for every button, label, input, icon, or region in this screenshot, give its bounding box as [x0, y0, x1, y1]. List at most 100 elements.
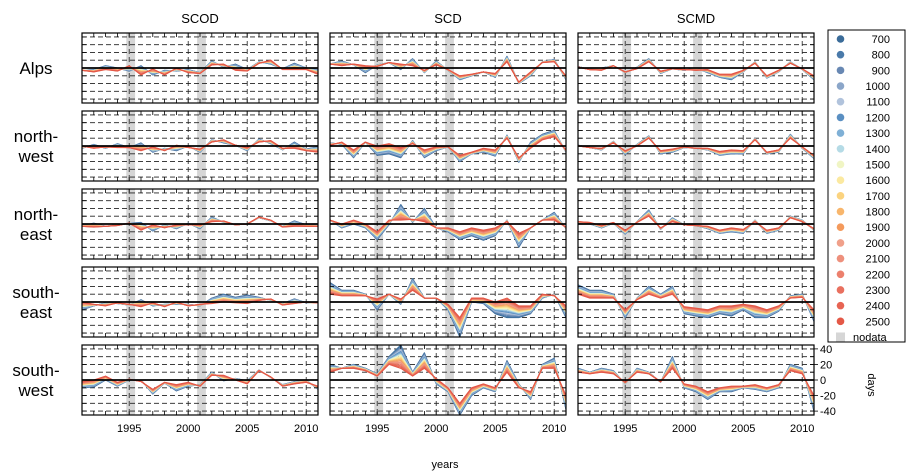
legend-label: 1000 [866, 81, 890, 93]
panel-frame [577, 32, 815, 104]
panel-scod-north-west [81, 110, 319, 182]
legend-entry-1100: 1100 [836, 97, 890, 109]
panel-scod-alps [81, 32, 319, 104]
y-axis-right: -40 -20 0 20 40 [814, 344, 836, 418]
x-tick-label: 2010 [542, 423, 566, 435]
panel-frame [577, 188, 815, 260]
panel-ticks [81, 345, 319, 415]
legend-label: 1100 [866, 97, 890, 109]
legend-label: 1800 [866, 207, 890, 219]
legend-swatch [836, 223, 845, 232]
panel-ticks [81, 111, 319, 181]
legend-entry-900: 900 [836, 65, 890, 77]
y-tick-label: -20 [820, 391, 836, 403]
panel-frame [81, 188, 319, 260]
legend-label: 1300 [866, 128, 890, 140]
x-tick-label: 1995 [613, 423, 637, 435]
legend-entry-2100: 2100 [836, 254, 890, 266]
legend-entry-1500: 1500 [836, 159, 890, 171]
panel-scmd-alps [577, 32, 815, 104]
legend-label: 700 [872, 34, 890, 46]
series-line-2500 [330, 61, 566, 83]
series-line-2500 [578, 367, 814, 396]
legend-label: 1200 [866, 112, 890, 124]
x-tick-label: 2010 [294, 423, 318, 435]
y-tick-label: -40 [820, 406, 836, 418]
panel-ticks [81, 33, 319, 103]
y-tick-label: 20 [820, 359, 832, 371]
legend-label: 800 [872, 50, 890, 62]
legend-swatch [836, 97, 845, 106]
legend-swatch [836, 50, 845, 59]
legend-entry-1700: 1700 [836, 191, 890, 203]
row-labels: Alps north-west north-east south-east south-… [12, 59, 59, 400]
panel-frame [329, 32, 567, 104]
panel-frame [81, 110, 319, 182]
legend-label: 2200 [866, 269, 890, 281]
legend-label: 2400 [866, 301, 890, 313]
legend-swatch [836, 144, 845, 153]
x-axis: 1995 2000 2005 2010 1995 2000 2005 2010 1995 2000… [117, 423, 814, 435]
panel-scmd-north-east [577, 188, 815, 260]
legend-entry-1800: 1800 [836, 207, 890, 219]
gridlines [330, 111, 566, 181]
legend-label: 2300 [866, 285, 890, 297]
panel-ticks [577, 33, 815, 103]
legend-label: 2500 [866, 316, 890, 328]
x-tick-label: 2000 [672, 423, 696, 435]
series-group [330, 278, 566, 337]
legend-entry-2400: 2400 [836, 301, 890, 313]
legend-entry-1300: 1300 [836, 128, 890, 140]
panel-ticks [329, 345, 567, 415]
series-group [82, 293, 318, 311]
legend: 700 800 900 1000 1100 1200 1300 1400 1500 1600 170… [827, 29, 906, 344]
series-group [578, 356, 814, 412]
row-label-alps: Alps [19, 59, 52, 78]
panel-scd-south-east [329, 266, 567, 338]
panel-ticks [577, 267, 815, 337]
legend-entry-2500: 2500 [836, 316, 890, 328]
legend-swatch [836, 66, 845, 75]
column-titles: SCOD SCD SCMD [181, 11, 715, 26]
row-label-north-west: north-west [14, 127, 58, 166]
panel-frame [81, 32, 319, 104]
row-label-north-east: north-east [14, 205, 58, 244]
panel-frame [329, 344, 567, 416]
legend-entry-1200: 1200 [836, 112, 890, 124]
legend-label: 900 [872, 65, 890, 77]
legend-swatch [836, 129, 845, 137]
panel-scod-south-east [81, 266, 319, 338]
legend-label: 1700 [866, 191, 890, 203]
y-axis-title: days [865, 373, 877, 397]
x-tick-label: 2000 [176, 423, 200, 435]
panel-scd-north-west [329, 110, 567, 182]
column-title-scd: SCD [434, 11, 461, 26]
legend-entry-2000: 2000 [836, 238, 890, 250]
series-line-2500 [330, 289, 566, 319]
panel-frame [81, 344, 319, 416]
panel-scd-north-east [329, 188, 567, 260]
legend-entry-1000: 1000 [836, 81, 890, 93]
column-title-scod: SCOD [181, 11, 219, 26]
legend-swatch [836, 317, 845, 326]
panel-ticks [81, 267, 319, 337]
series-line-2500 [82, 370, 318, 390]
legend-label: nodata [853, 332, 888, 344]
legend-label: 1500 [866, 159, 890, 171]
panel-frame [577, 266, 815, 338]
series-group [82, 369, 318, 395]
series-group [330, 345, 566, 415]
legend-entry-nodata: nodata [836, 332, 888, 344]
legend-entry-1400: 1400 [836, 144, 890, 156]
legend-entry-1600: 1600 [836, 175, 890, 187]
legend-swatch [836, 254, 845, 263]
series-group [578, 209, 814, 235]
legend-label: 1600 [866, 175, 890, 187]
series-line-2500 [330, 363, 566, 404]
x-tick-label: 2010 [790, 423, 814, 435]
legend-swatch [836, 35, 845, 43]
gridlines [578, 33, 814, 103]
series-line-2500 [82, 59, 318, 76]
legend-swatch [836, 270, 845, 279]
